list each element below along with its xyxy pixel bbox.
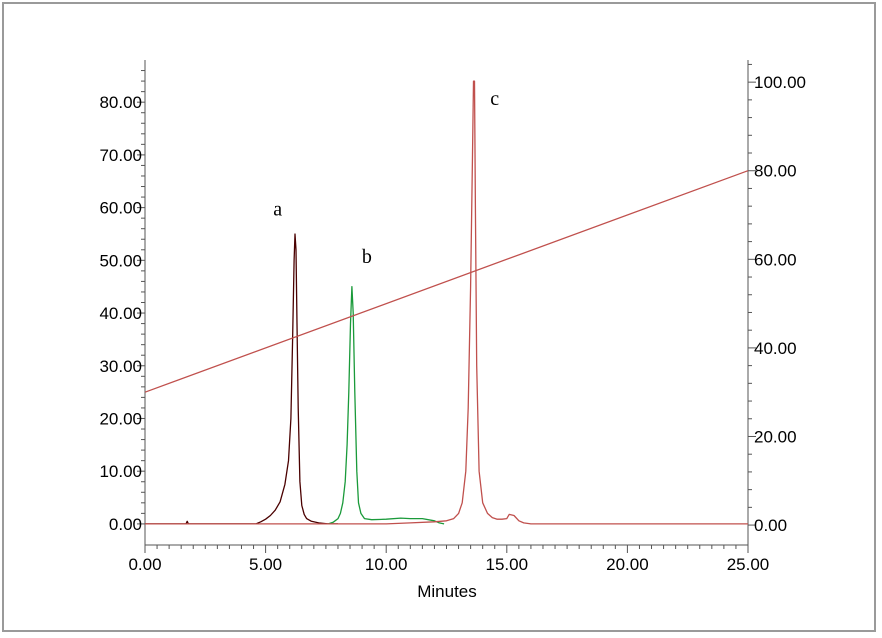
- x-tick-label: 15.00: [486, 555, 529, 574]
- y-right-tick-label: 60.00: [754, 250, 797, 269]
- y-right-tick-label: 100.00: [754, 73, 806, 92]
- labels: a b c: [273, 88, 499, 268]
- gradient-line: [144, 170, 749, 393]
- trace-c: [145, 80, 748, 525]
- trace-b: [328, 286, 445, 525]
- x-tick-label: 5.00: [249, 555, 282, 574]
- y-left-tick-label: 10.00: [99, 462, 142, 481]
- peak-label-a: a: [273, 199, 282, 221]
- peak-label-b: b: [362, 246, 372, 268]
- trace-a: [145, 233, 338, 525]
- x-tick-label: 25.00: [727, 555, 770, 574]
- x-tick-label: 20.00: [606, 555, 649, 574]
- y-left-tick-label: 40.00: [99, 304, 142, 323]
- y-right-tick-label: 20.00: [754, 427, 797, 446]
- y-right-tick-label: 80.00: [754, 162, 797, 181]
- y-left-tick-label: 0.00: [109, 515, 142, 534]
- x-axis-title: Minutes: [417, 582, 477, 601]
- axes: 0.00 5.00 10.00 15.00 20.00 25.00 0.00 10.00 20.…: [99, 60, 806, 574]
- peak-label-c: c: [490, 88, 499, 110]
- y-left-tick-label: 80.00: [99, 93, 142, 112]
- x-tick-label: 10.00: [365, 555, 408, 574]
- y-left-tick-label: 70.00: [99, 146, 142, 165]
- y-right-tick-label: 0.00: [754, 516, 787, 535]
- chart-frame: [2, 2, 876, 632]
- y-left-tick-label: 60.00: [99, 199, 142, 218]
- x-tick-label: 0.00: [128, 555, 161, 574]
- y-left-tick-label: 30.00: [99, 357, 142, 376]
- y-right-tick-label: 40.00: [754, 339, 797, 358]
- y-left-tick-label: 50.00: [99, 251, 142, 270]
- traces: [144, 80, 749, 525]
- y-left-tick-label: 20.00: [99, 409, 142, 428]
